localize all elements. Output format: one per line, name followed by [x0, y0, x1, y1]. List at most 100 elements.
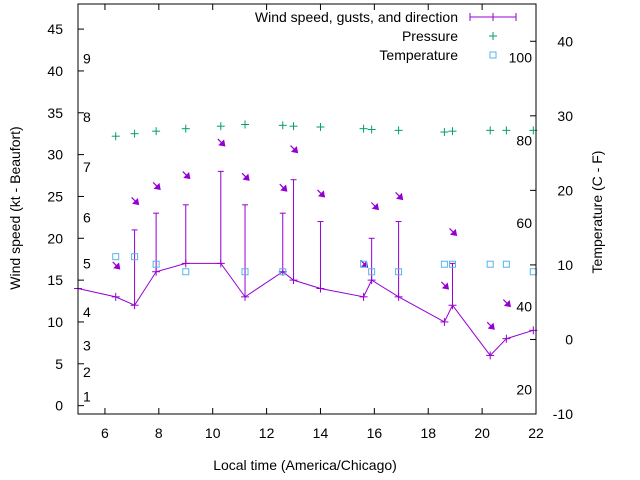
wind-speed-line [77, 262, 534, 357]
temperature-point [529, 268, 537, 276]
y-tick-label: 5 [55, 356, 63, 372]
pressure-point [181, 124, 190, 133]
arrow-head [113, 262, 121, 270]
x-tick-label: 16 [367, 425, 383, 441]
x-tick-label: 6 [101, 425, 109, 441]
arrow-head [396, 192, 404, 201]
pressure-point [152, 127, 161, 136]
y-tick-label: 30 [47, 147, 63, 163]
beaufort-label: 5 [83, 255, 91, 271]
pressure-point [278, 121, 287, 130]
fahrenheit-label: 80 [516, 132, 532, 148]
y2-tick-label: 20 [557, 182, 573, 198]
fahrenheit-label: 100 [509, 50, 533, 66]
wind-direction-arrow [112, 261, 121, 270]
arrow-head [503, 300, 511, 308]
arrow-head [132, 197, 140, 206]
y-tick-label: 35 [47, 105, 63, 121]
pressure-point [316, 123, 325, 131]
arrow-head [371, 202, 379, 211]
pressure-point [394, 126, 403, 135]
fahrenheit-label: 20 [516, 381, 532, 397]
y2-tick-label: -10 [553, 406, 573, 422]
wind-direction-arrow [449, 228, 458, 237]
y-tick-label: 45 [47, 21, 63, 37]
y2-tick-label: 10 [557, 257, 573, 273]
temperature-point [395, 268, 403, 276]
beaufort-label: 3 [83, 337, 91, 353]
y2-tick-label: 0 [565, 331, 573, 347]
temperature-point [241, 268, 249, 276]
beaufort-label: 8 [83, 109, 91, 125]
wind-direction-arrow [131, 197, 140, 206]
arrow-head [441, 282, 450, 290]
wind-direction-arrow [241, 172, 250, 181]
legend: Wind speed, gusts, and direction Pressur… [255, 9, 517, 63]
beaufort-label: 9 [83, 50, 91, 66]
temperature-point [279, 268, 287, 276]
arrow-head [153, 182, 161, 191]
beaufort-label: 2 [83, 364, 91, 380]
wind-point [111, 292, 120, 301]
arrow-head [242, 173, 250, 181]
arrow-head [487, 322, 495, 330]
y-tick-label: 25 [47, 188, 63, 204]
axis-tick-labels: 6 8 10 12 14 16 18 20 22051015202530354045123456… [47, 21, 573, 441]
pressure-point [111, 132, 120, 141]
wind-direction-arrow [440, 281, 450, 290]
temperature-point [112, 253, 120, 261]
wind-point [359, 292, 368, 301]
y-axis-label: Wind speed (kt - Beaufort) [7, 126, 23, 289]
wind-direction-arrow [370, 202, 379, 211]
temperature-point [131, 253, 139, 261]
wind-point [486, 351, 495, 360]
arrow-head [183, 172, 191, 180]
wind-direction-arrow [486, 321, 495, 330]
pressure-point [486, 126, 495, 135]
temperature-point [152, 260, 160, 268]
x-axis-label: Local time (America/Chicago) [213, 457, 397, 473]
x-tick-label: 10 [205, 425, 221, 441]
plot-content [74, 120, 538, 360]
arrow-head [317, 190, 326, 198]
y-tick-label: 40 [47, 63, 63, 79]
pressure-point [502, 126, 511, 135]
temperature-point [502, 260, 510, 268]
wind-direction-arrow [217, 138, 226, 147]
fahrenheit-label: 60 [516, 215, 532, 231]
wind-direction-arrow [502, 299, 511, 308]
pressure-point [289, 122, 298, 131]
wind-direction-arrow [152, 181, 161, 191]
pressure-point [367, 125, 376, 134]
wind-direction-arrow [279, 183, 288, 192]
pressure-point [130, 129, 139, 138]
legend-swatch-temperature [489, 51, 497, 59]
temperature-point [448, 260, 456, 268]
beaufort-label: 1 [83, 388, 91, 404]
wind-direction-arrow [182, 171, 191, 180]
legend-label-wind: Wind speed, gusts, and direction [255, 9, 458, 25]
arrow-head [449, 228, 458, 237]
x-tick-label: 12 [259, 425, 275, 441]
y-tick-label: 10 [47, 314, 63, 330]
x-tick-label: 20 [474, 425, 490, 441]
legend-label-temperature: Temperature [379, 47, 458, 63]
x-tick-label: 18 [420, 425, 436, 441]
x-tick-label: 14 [313, 425, 329, 441]
wind-point [502, 334, 511, 343]
x-tick-label: 22 [528, 425, 544, 441]
fahrenheit-label: 40 [516, 299, 532, 315]
wind-point [440, 317, 449, 326]
arrow-head [280, 184, 288, 192]
y-tick-label: 20 [47, 230, 63, 246]
temperature-point [440, 260, 448, 268]
x-tick-label: 8 [155, 425, 163, 441]
pressure-point [216, 122, 225, 131]
arrow-head [218, 139, 226, 147]
beaufort-label: 6 [83, 209, 91, 225]
wind-direction-arrow [395, 192, 404, 201]
wind-direction-arrow [317, 189, 326, 198]
y-tick-label: 15 [47, 272, 63, 288]
temperature-point [368, 268, 376, 276]
